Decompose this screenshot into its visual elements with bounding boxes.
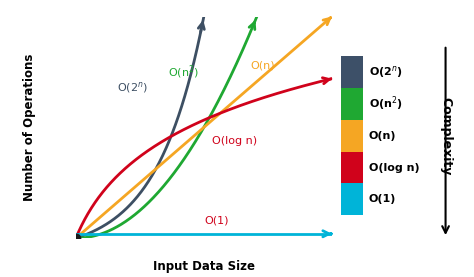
Text: O(n): O(n) — [250, 60, 275, 70]
Text: O(2$^n$): O(2$^n$) — [369, 64, 402, 80]
Text: O(n): O(n) — [369, 131, 396, 141]
Text: O(1): O(1) — [204, 216, 229, 225]
Bar — [341, 56, 363, 88]
Text: O(n$^2$): O(n$^2$) — [369, 95, 402, 113]
Bar — [341, 120, 363, 152]
Bar — [341, 88, 363, 120]
Text: O(2$^n$): O(2$^n$) — [117, 80, 147, 95]
Bar — [341, 152, 363, 183]
Text: O(1): O(1) — [369, 194, 396, 204]
Text: Input Data Size: Input Data Size — [153, 260, 255, 273]
Text: O(log n): O(log n) — [369, 163, 419, 173]
Text: Complexity: Complexity — [439, 97, 452, 175]
Text: O(log n): O(log n) — [212, 136, 257, 146]
Text: O(n$^2$): O(n$^2$) — [168, 63, 199, 81]
Text: Number of Operations: Number of Operations — [23, 54, 36, 201]
Bar — [341, 183, 363, 215]
